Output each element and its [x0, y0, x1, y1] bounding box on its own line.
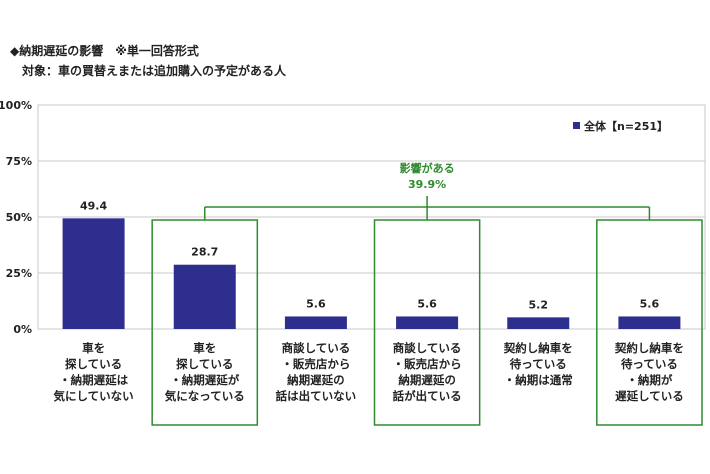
y-tick-label: 100%: [0, 99, 32, 112]
value-label: 5.6: [417, 297, 437, 310]
category-label: 話が出ている: [393, 389, 462, 403]
value-label: 5.2: [529, 298, 549, 311]
legend-swatch: [573, 122, 580, 129]
y-tick-label: 75%: [6, 155, 32, 168]
category-label: 契約し納車を: [503, 341, 573, 355]
category-label: ・納期遅延が: [170, 373, 239, 387]
category-label: ・販売店から: [393, 357, 462, 371]
category-label: 納期遅延の: [287, 373, 345, 387]
bar: [173, 264, 236, 329]
y-tick-label: 50%: [6, 211, 32, 224]
annotation-value: 39.9%: [408, 178, 446, 191]
annotation-label: 影響がある: [400, 161, 455, 175]
category-label: ・納期は通常: [504, 373, 573, 387]
category-label: 気にしていない: [54, 389, 134, 403]
bar: [507, 317, 570, 329]
category-label: 探している: [65, 357, 122, 371]
category-label: 納期遅延の: [398, 373, 456, 387]
bar: [62, 218, 125, 329]
category-label: 車を: [193, 341, 216, 355]
y-tick-label: 0%: [13, 323, 32, 336]
category-label: 気になっている: [165, 389, 245, 403]
legend-label: 全体【n=251】: [583, 119, 668, 133]
category-label: 車を: [82, 341, 105, 355]
category-label: 待っている: [621, 357, 678, 371]
value-label: 5.6: [640, 297, 660, 310]
value-label: 28.7: [191, 246, 218, 259]
bar: [618, 316, 681, 329]
category-label: 契約し納車を: [614, 341, 684, 355]
category-label: 探している: [176, 357, 233, 371]
category-label: 商談している: [282, 341, 351, 355]
category-label: ・納期が: [626, 373, 672, 387]
category-label: 話は出ていない: [276, 389, 357, 403]
category-label: 商談している: [393, 341, 462, 355]
category-label: ・販売店から: [281, 357, 350, 371]
category-label: 待っている: [510, 357, 567, 371]
bar: [284, 316, 347, 329]
category-label: ・納期遅延は: [59, 373, 128, 387]
category-label: 遅延している: [615, 389, 684, 403]
chart-subtitle: 対象：車の買替えまたは追加購入の予定がある人: [22, 64, 287, 78]
value-label: 49.4: [80, 199, 107, 212]
value-label: 5.6: [306, 297, 326, 310]
bar: [396, 316, 459, 329]
y-tick-label: 25%: [6, 267, 32, 280]
chart-title: ◆納期遅延の影響 ※単一回答形式: [10, 44, 199, 58]
